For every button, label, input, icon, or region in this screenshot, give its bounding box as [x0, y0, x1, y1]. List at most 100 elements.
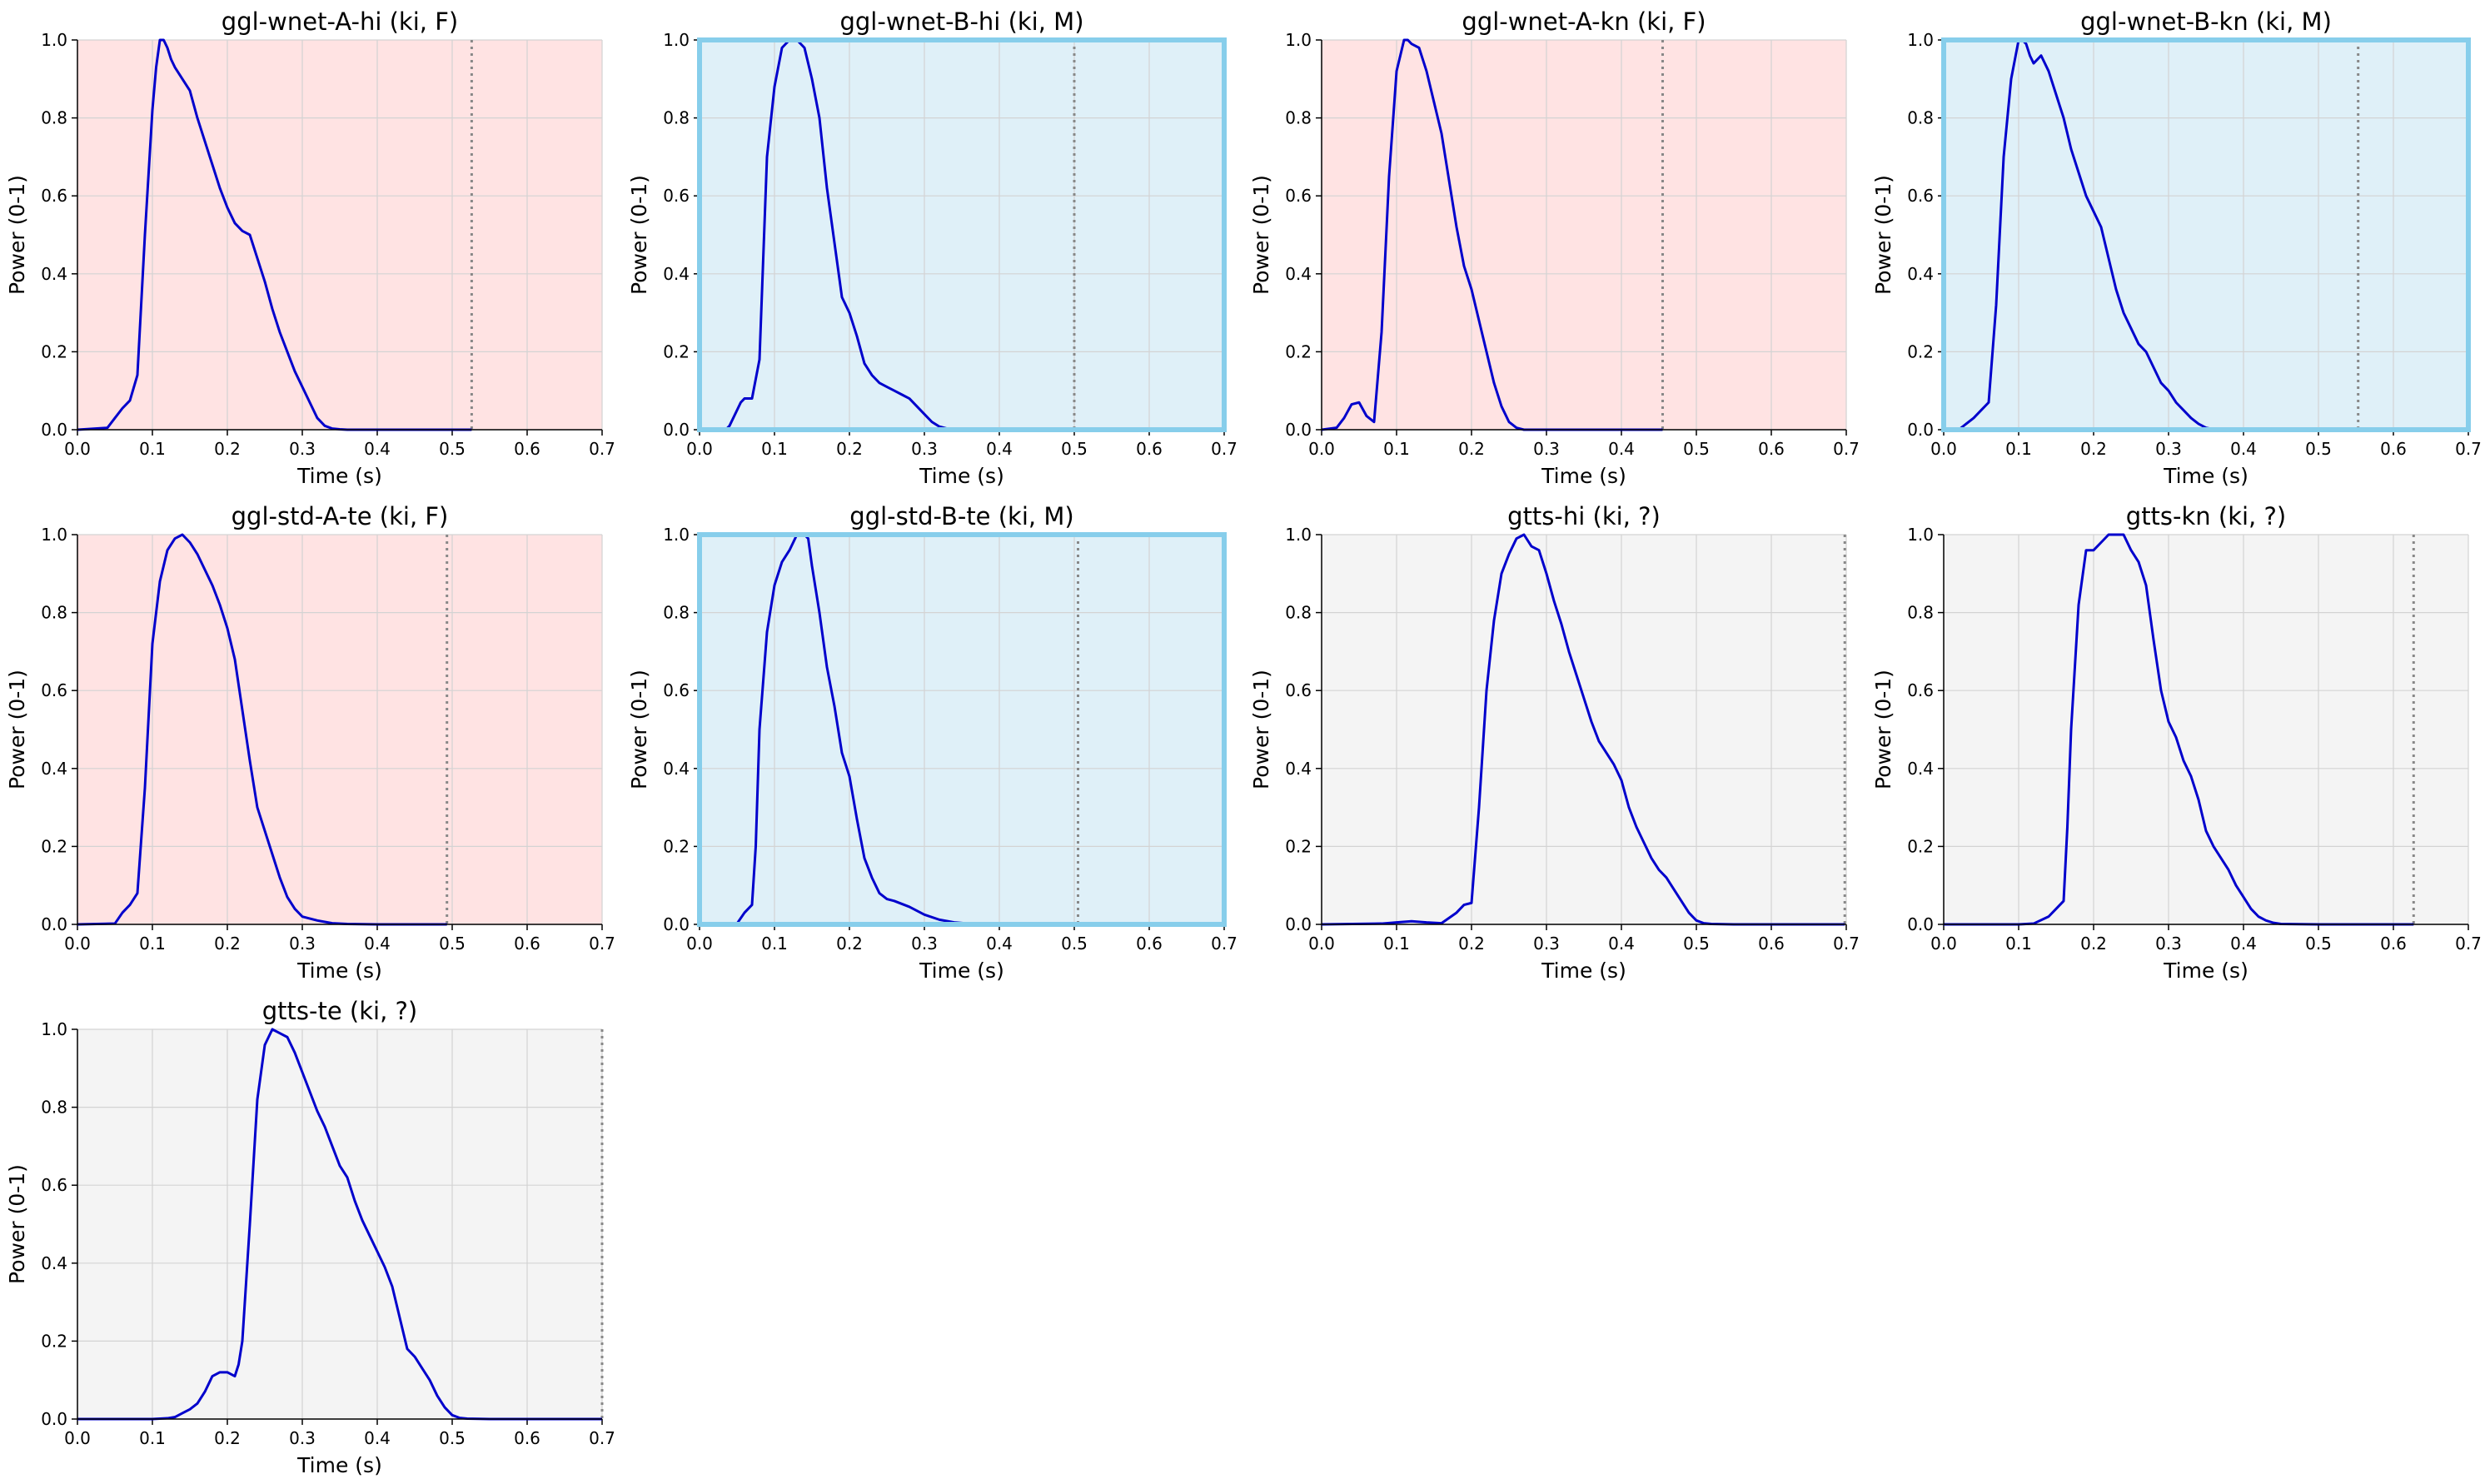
x-tick-label: 0.3	[289, 934, 316, 954]
y-axis-label: Power (0-1)	[1249, 175, 1273, 295]
y-tick-label: 1.0	[1907, 30, 1934, 50]
x-tick-label: 0.6	[1758, 439, 1785, 459]
x-axis-label: Time (s)	[2163, 959, 2248, 983]
y-tick-label: 1.0	[41, 30, 67, 50]
x-tick-label: 0.1	[139, 439, 166, 459]
x-tick-label: 0.0	[1930, 439, 1957, 459]
x-tick-label: 0.6	[2380, 439, 2407, 459]
x-tick-label: 0.3	[1533, 439, 1560, 459]
x-tick-label: 0.7	[1833, 439, 1860, 459]
y-axis-label: Power (0-1)	[627, 670, 651, 789]
y-tick-label: 0.2	[41, 836, 67, 856]
y-tick-label: 0.6	[1285, 186, 1312, 206]
x-tick-label: 0.2	[214, 934, 241, 954]
x-tick-label: 0.4	[364, 934, 391, 954]
plot-area	[700, 535, 1224, 924]
x-tick-label: 0.7	[589, 1428, 615, 1448]
x-tick-label: 0.5	[1683, 439, 1710, 459]
x-axis-label: Time (s)	[1541, 959, 1626, 983]
x-tick-label: 0.1	[139, 1428, 166, 1448]
subplot: 0.0 0.1 0.2 0.3 0.4 0.5 0.6 0.7 0.0 0.2 0.4 0.6 0.8 1…	[1249, 7, 1860, 488]
x-tick-label: 0.4	[986, 934, 1013, 954]
x-tick-label: 0.3	[2155, 934, 2182, 954]
x-tick-label: 0.0	[64, 1428, 91, 1448]
x-tick-label: 0.7	[589, 934, 615, 954]
subplot-title: gtts-te (ki, ?)	[262, 997, 417, 1025]
x-tick-label: 0.5	[2305, 934, 2332, 954]
x-tick-label: 0.1	[761, 934, 788, 954]
y-axis-label: Power (0-1)	[5, 1164, 29, 1284]
y-tick-label: 0.4	[1907, 759, 1934, 779]
subplot: 0.0 0.1 0.2 0.3 0.4 0.5 0.6 0.7 0.0 0.2 0.4 0.6 0.8 1…	[627, 502, 1238, 983]
y-axis-label: Power (0-1)	[5, 175, 29, 295]
plot-area	[77, 535, 602, 924]
x-tick-label: 0.0	[64, 934, 91, 954]
x-tick-label: 0.1	[139, 934, 166, 954]
x-tick-label: 0.3	[289, 439, 316, 459]
x-tick-label: 0.2	[2080, 934, 2107, 954]
y-tick-label: 0.0	[663, 914, 690, 934]
y-tick-label: 0.0	[41, 914, 67, 934]
y-tick-label: 0.6	[41, 680, 67, 700]
x-tick-label: 0.1	[1383, 439, 1410, 459]
x-tick-label: 0.5	[439, 934, 466, 954]
x-axis-label: Time (s)	[296, 959, 382, 983]
plot-frame-highlight	[697, 532, 1227, 927]
y-tick-label: 0.8	[1907, 108, 1934, 128]
plot-area	[1322, 535, 1846, 924]
series-line	[1944, 533, 2414, 926]
y-tick-label: 0.0	[1285, 420, 1312, 440]
plot-area	[77, 1029, 602, 1419]
subplot: 0.0 0.1 0.2 0.3 0.4 0.5 0.6 0.7 0.0 0.2 0.4 0.6 0.8 1…	[1871, 7, 2482, 488]
x-tick-label: 0.6	[1136, 934, 1163, 954]
x-tick-label: 0.0	[1930, 934, 1957, 954]
y-tick-label: 1.0	[1285, 30, 1312, 50]
y-tick-label: 0.8	[663, 108, 690, 128]
x-tick-label: 0.6	[514, 1428, 540, 1448]
x-tick-label: 0.7	[2455, 439, 2482, 459]
x-tick-label: 0.0	[686, 439, 713, 459]
y-tick-label: 0.0	[41, 1409, 67, 1429]
plot-area	[700, 40, 1224, 430]
y-tick-label: 0.4	[1285, 759, 1312, 779]
y-axis-label: Power (0-1)	[1871, 175, 1895, 295]
plot-area	[1944, 535, 2468, 924]
x-tick-label: 0.7	[1833, 934, 1860, 954]
y-tick-label: 0.0	[1285, 914, 1312, 934]
y-tick-label: 0.6	[663, 680, 690, 700]
subplot-title: ggl-std-A-te (ki, F)	[232, 502, 449, 530]
y-tick-label: 0.2	[1907, 836, 1934, 856]
x-tick-label: 0.5	[2305, 439, 2332, 459]
x-tick-label: 0.4	[2230, 934, 2257, 954]
y-tick-label: 0.2	[663, 341, 690, 361]
y-tick-label: 0.8	[1285, 108, 1312, 128]
x-tick-label: 0.1	[761, 439, 788, 459]
subplot-title: gtts-hi (ki, ?)	[1507, 502, 1661, 530]
x-tick-label: 0.3	[289, 1428, 316, 1448]
x-tick-label: 0.6	[514, 439, 540, 459]
subplot: 0.0 0.1 0.2 0.3 0.4 0.5 0.6 0.7 0.0 0.2 0.4 0.6 0.8 1…	[5, 997, 615, 1477]
series-line	[1321, 533, 1845, 926]
x-tick-label: 0.4	[1608, 934, 1635, 954]
x-tick-label: 0.4	[364, 439, 391, 459]
x-tick-label: 0.2	[1458, 934, 1485, 954]
y-tick-label: 0.4	[1907, 264, 1934, 284]
x-axis-label: Time (s)	[2163, 464, 2248, 488]
x-tick-label: 0.1	[2005, 934, 2032, 954]
y-tick-label: 0.0	[1907, 420, 1934, 440]
x-tick-label: 0.2	[2080, 439, 2107, 459]
x-tick-label: 0.1	[1383, 934, 1410, 954]
y-tick-label: 0.2	[41, 1331, 67, 1351]
x-tick-label: 0.1	[2005, 439, 2032, 459]
x-tick-label: 0.0	[64, 439, 91, 459]
x-tick-label: 0.5	[1061, 934, 1088, 954]
x-tick-label: 0.5	[439, 1428, 466, 1448]
y-tick-label: 0.4	[41, 264, 67, 284]
y-tick-label: 0.6	[1285, 680, 1312, 700]
x-tick-label: 0.4	[1608, 439, 1635, 459]
subplot: 0.0 0.1 0.2 0.3 0.4 0.5 0.6 0.7 0.0 0.2 0.4 0.6 0.8 1…	[1871, 502, 2482, 983]
y-axis-label: Power (0-1)	[1871, 670, 1895, 789]
series-line	[77, 533, 447, 926]
x-axis-label: Time (s)	[1541, 464, 1626, 488]
